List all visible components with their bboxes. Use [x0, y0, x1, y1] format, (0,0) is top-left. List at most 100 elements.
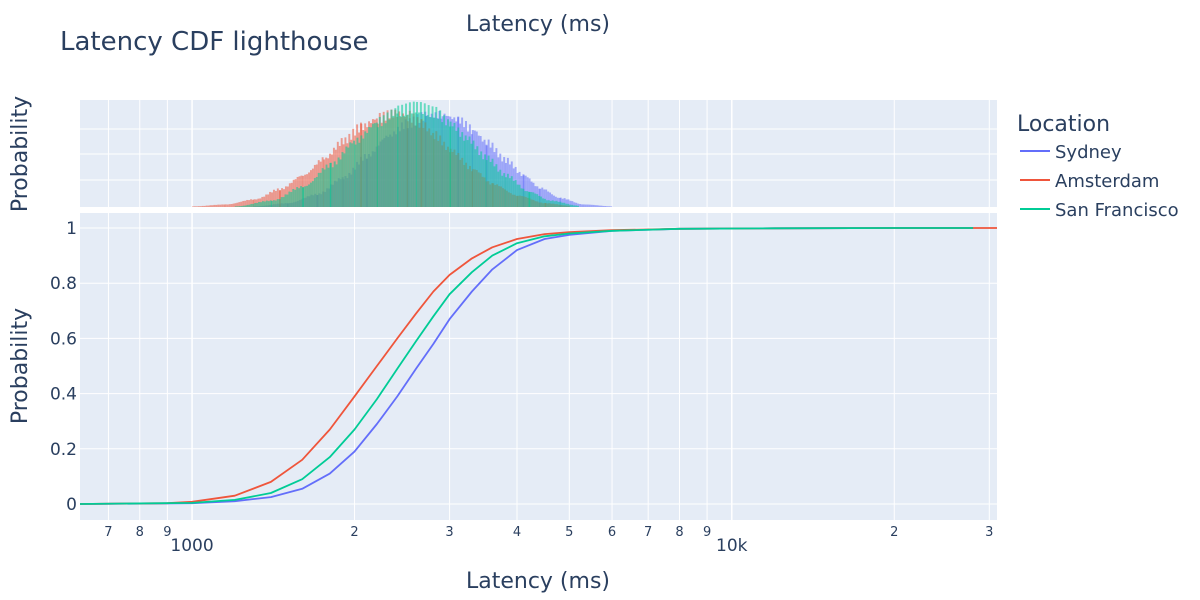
histogram-bar [551, 200, 554, 207]
legend-item-amsterdam[interactable]: Amsterdam [1020, 171, 1159, 192]
histogram-bar [549, 192, 552, 207]
histogram-bar [244, 200, 247, 207]
histogram-bar [579, 204, 582, 207]
histogram-bar [592, 204, 595, 207]
x-axis-title: Latency (ms) [466, 569, 610, 594]
histogram-bar [213, 204, 216, 207]
histogram-bar [394, 108, 397, 207]
histogram-bar [576, 205, 579, 207]
histogram-bar [575, 202, 578, 207]
histogram-bar [464, 135, 467, 207]
histogram-bar [364, 131, 367, 207]
histogram-bar [571, 201, 574, 207]
histogram-bar [254, 202, 257, 207]
histogram-bar [366, 132, 369, 207]
cdf-y-tick-label: 0.2 [50, 440, 77, 460]
histogram-bar [495, 164, 498, 207]
histogram-bar [536, 194, 539, 207]
histogram-bar [487, 155, 490, 207]
histogram-bar [540, 196, 543, 207]
histogram-y-axis-title: Probability [8, 96, 33, 212]
histogram-bar [260, 202, 262, 207]
histogram-bar [302, 187, 305, 207]
histogram-bar [423, 103, 426, 207]
histogram-bar [306, 185, 309, 207]
cdf-y-tick-label: 0.6 [50, 329, 77, 349]
histogram-bar [197, 206, 200, 207]
histogram-bar [443, 115, 446, 207]
histogram-bar [354, 144, 357, 207]
histogram-bar [226, 204, 229, 207]
histogram-bar [573, 202, 576, 207]
histogram-bar [406, 114, 409, 207]
histogram-bar [248, 200, 251, 207]
histogram-bar [559, 201, 562, 207]
histogram-bar [522, 188, 525, 207]
histogram-bar [482, 159, 485, 207]
legend-item-sydney[interactable]: Sydney [1020, 142, 1122, 163]
histogram-bar [358, 142, 361, 207]
histogram-bar [547, 191, 550, 207]
histogram-bar [205, 205, 208, 207]
histogram-bar [284, 194, 287, 207]
histogram-bar [520, 188, 523, 207]
histogram-bar [530, 192, 533, 207]
histogram-bar [581, 204, 584, 207]
histogram-bar [470, 143, 473, 207]
histogram-bar [538, 195, 541, 207]
histogram-bar [292, 189, 295, 207]
histogram-bar [506, 173, 509, 207]
histogram-bar [203, 205, 206, 207]
histogram-bar [480, 151, 483, 207]
histogram-bar [484, 154, 487, 207]
histogram-bar [588, 204, 591, 207]
cdf-y-tick-label: 0.4 [50, 385, 77, 405]
histogram-bar [209, 205, 212, 207]
histogram-bar [555, 200, 558, 207]
histogram-bar [195, 206, 198, 207]
histogram-bar [524, 191, 527, 207]
histogram-bar [549, 200, 552, 207]
histogram-bar [250, 199, 253, 207]
cdf-y-axis-title: Probability [8, 308, 33, 424]
histogram-bar [329, 162, 332, 207]
histogram-bar [497, 171, 500, 207]
histogram-bar [349, 142, 352, 207]
histogram-bar [309, 182, 312, 207]
histogram-bar [192, 206, 194, 207]
x-minor-tick-label: 7 [104, 525, 112, 540]
histogram-bar [508, 178, 511, 207]
histogram-bar [272, 200, 275, 207]
histogram-bar [602, 205, 605, 207]
histogram-bar [386, 112, 389, 207]
histogram-bar [528, 191, 531, 207]
histogram-gridlines [80, 100, 997, 207]
histogram-bar [343, 153, 346, 207]
histogram-bar [193, 206, 196, 207]
cdf-plot-area [80, 213, 997, 520]
histogram-bar [397, 105, 400, 207]
histogram-bar [472, 140, 475, 207]
histogram-bar [224, 204, 227, 207]
legend-label-amsterdam: Amsterdam [1055, 171, 1159, 192]
histogram-bar [441, 122, 444, 207]
histogram-bar [300, 186, 303, 207]
legend-item-san-francisco[interactable]: San Francisco [1020, 200, 1179, 221]
legend-title: Location [1017, 112, 1110, 137]
histogram-bar [356, 137, 359, 207]
histogram-bar [315, 176, 318, 207]
histogram-bar [542, 198, 544, 207]
histogram-bar [468, 136, 471, 207]
histogram-bar [408, 102, 411, 207]
cdf-y-tick-label: 0.8 [50, 274, 77, 294]
histogram-bar [378, 116, 381, 207]
histogram-bar [474, 149, 477, 207]
histogram-bar [236, 206, 239, 207]
histogram-bar [274, 190, 277, 207]
histogram-bar [543, 198, 546, 207]
histogram-bar [221, 204, 224, 207]
histogram-bar [565, 203, 568, 207]
histogram-bar [571, 204, 574, 207]
cdf-y-tick-label: 0 [66, 495, 77, 515]
histogram-bar [252, 199, 254, 207]
